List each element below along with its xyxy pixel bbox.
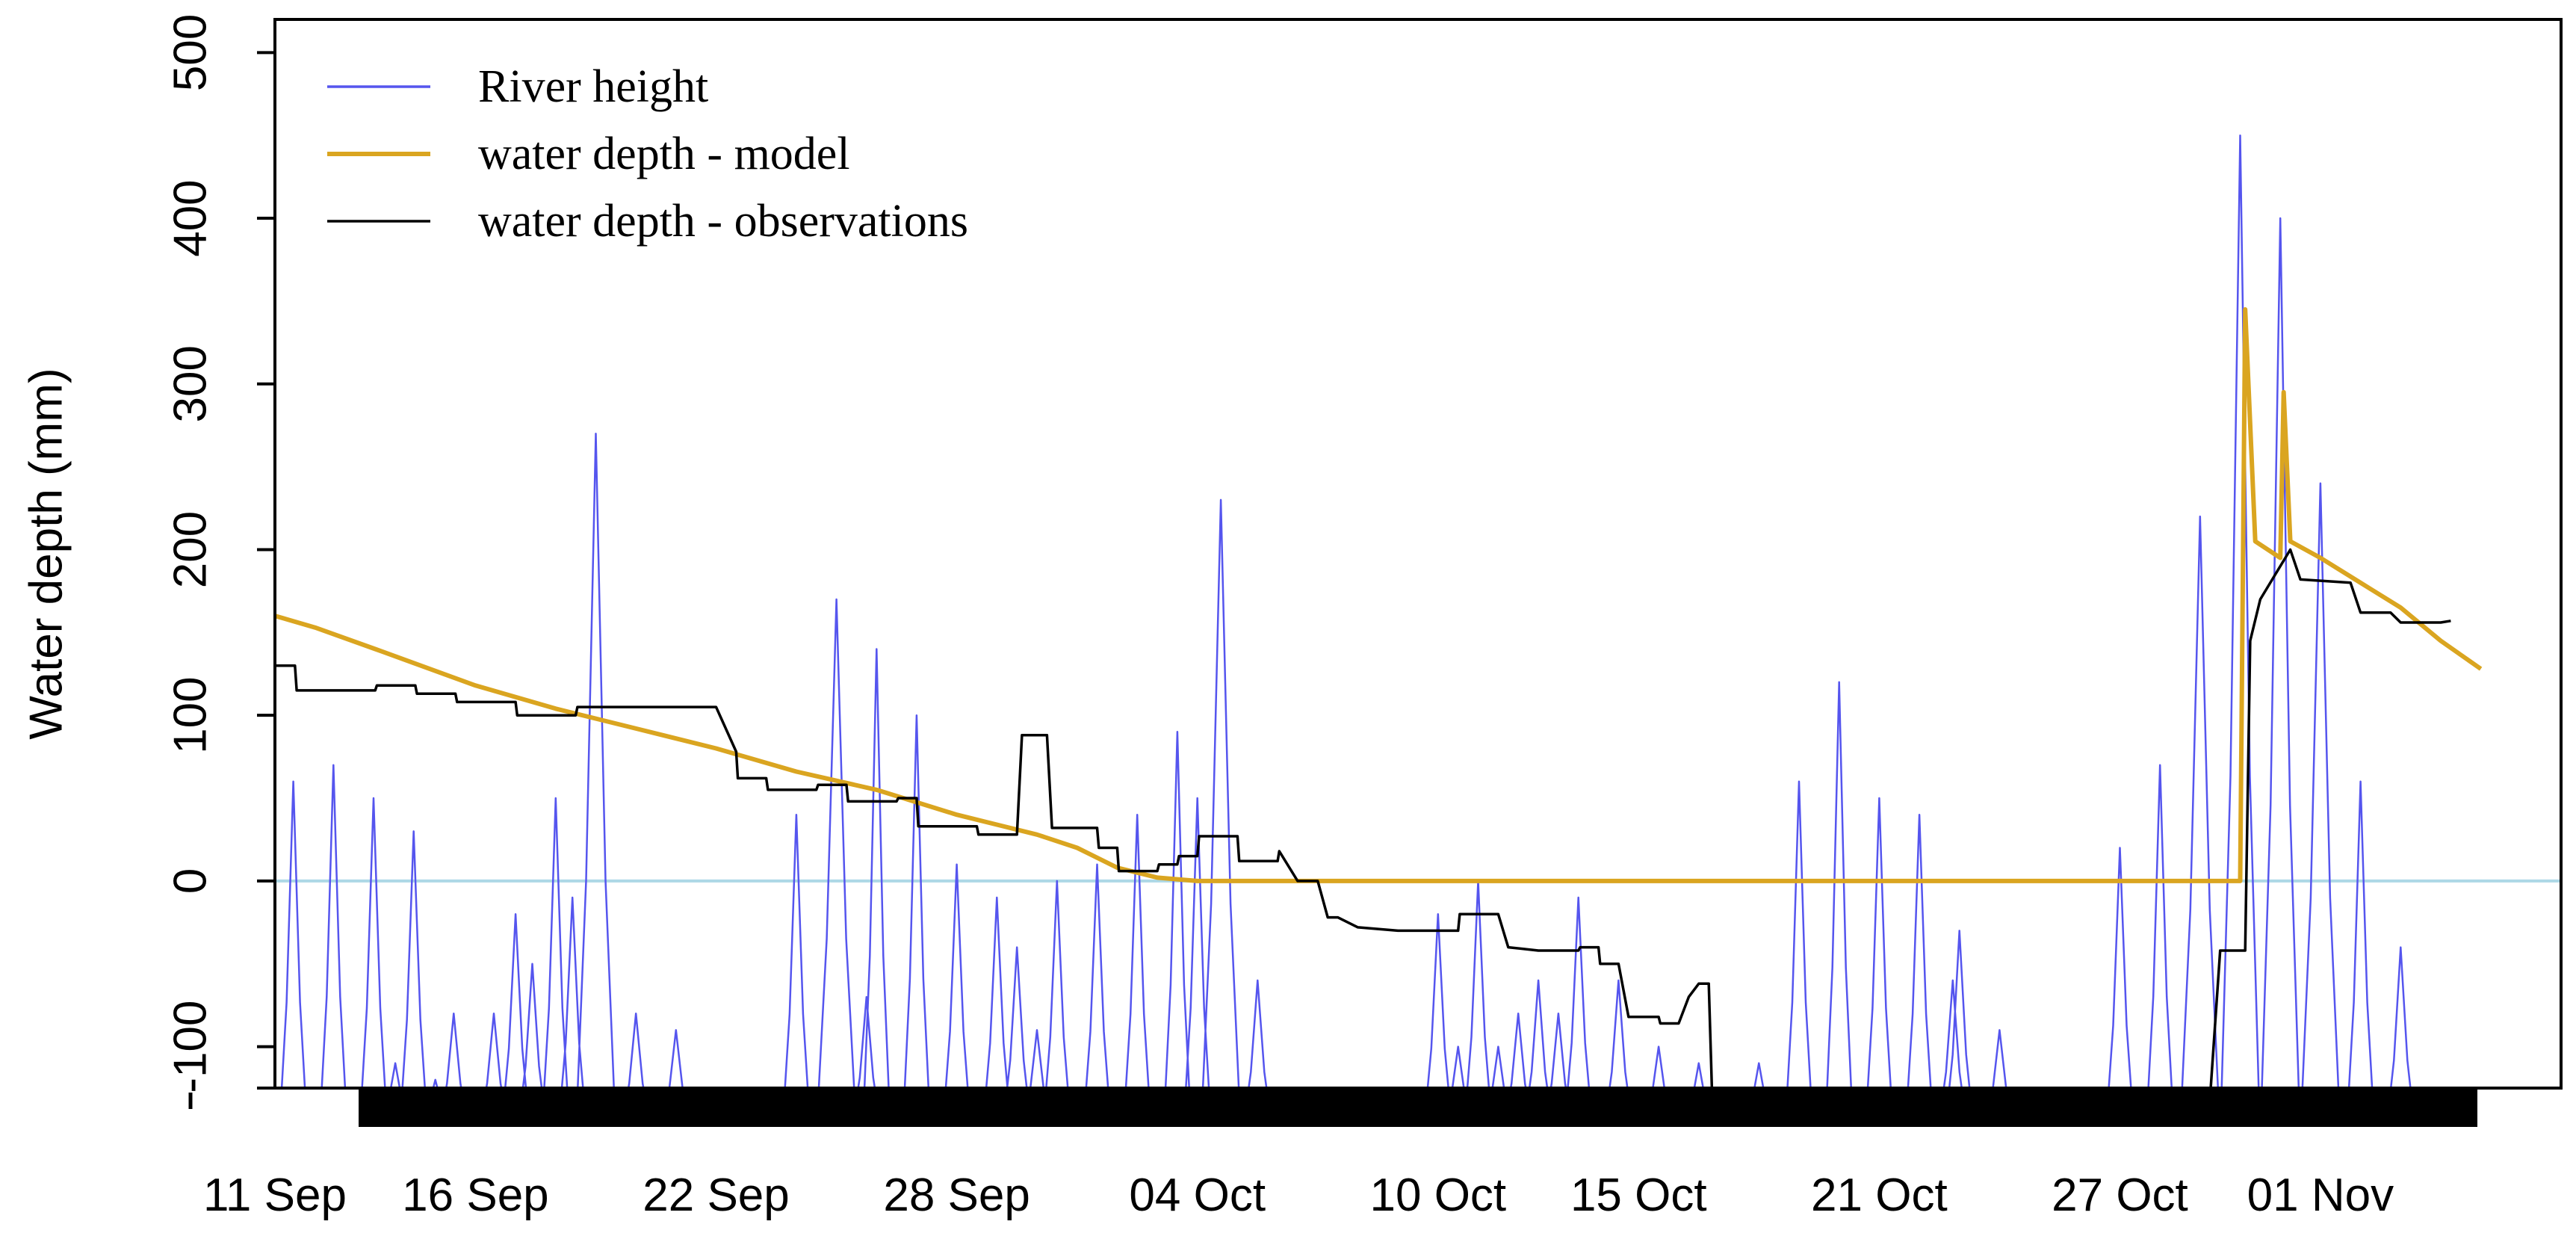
x-tick-label: 21 Oct (1811, 1170, 1948, 1221)
y-tick-label: 100 (165, 676, 217, 753)
y-axis: -100 0 100 200 300 400 500 (165, 14, 275, 1109)
x-tick-label: 15 Oct (1570, 1170, 1707, 1221)
series-river-height (280, 134, 2412, 1088)
x-tick-label: 16 Sep (402, 1170, 549, 1221)
x-tick-label: 27 Oct (2052, 1170, 2188, 1221)
x-tick-label: 22 Sep (643, 1170, 790, 1221)
legend-label-river-height: River height (478, 61, 708, 112)
y-tick-label: 200 (165, 511, 217, 588)
x-tick-label: 01 Nov (2247, 1170, 2394, 1221)
legend-label-water-depth-model: water depth - model (478, 129, 850, 179)
y-tick-label: 500 (165, 14, 217, 91)
legend-label-water-depth-observations: water depth - observations (478, 196, 968, 247)
legend: River height water depth - model water dep… (327, 61, 968, 247)
x-tick-label: 11 Sep (203, 1170, 347, 1221)
line-water-depth-observations (275, 548, 2451, 1088)
y-tick-label: -100 (165, 1001, 217, 1093)
x-tick-label: 04 Oct (1129, 1170, 1266, 1221)
line-water-depth-model (275, 307, 2483, 883)
x-tick-label: 28 Sep (883, 1170, 1030, 1221)
x-tick-label: 10 Oct (1370, 1170, 1507, 1221)
plot-frame (273, 18, 2563, 1090)
y-tick-label: 300 (165, 345, 217, 422)
y-tick-label: 400 (165, 179, 217, 256)
y-tick-label: 0 (165, 868, 217, 894)
data-coverage-bar (359, 1090, 2477, 1127)
line-river-height (280, 134, 2412, 1088)
y-axis-title: Water depth (mm) (21, 368, 72, 739)
x-axis: 11 Sep 16 Sep 22 Sep 28 Sep 04 Oct 10 Oct 15 O… (203, 1170, 2394, 1221)
